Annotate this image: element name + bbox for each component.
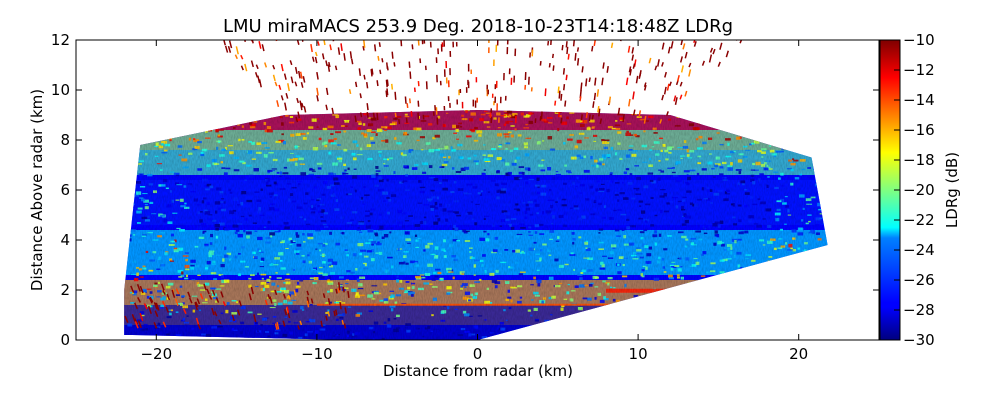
colorbar-tick-label: −12 (903, 61, 935, 79)
y-tick-label: 2 (60, 281, 70, 299)
y-tick-label: 10 (51, 81, 70, 99)
y-tick-label: 0 (60, 331, 70, 349)
colorbar-tick-label: −10 (903, 31, 935, 49)
x-axis: −20 −10 0 10 20 (140, 40, 808, 363)
colorbar-ticks: −30 −28 −26 −24 −22 −20 −18 −16 −14 −12 −10 (894, 31, 935, 349)
colorbar-tick-label: −16 (903, 121, 935, 139)
plot-area (124, 40, 828, 340)
colorbar-tick-label: −22 (903, 211, 935, 229)
x-tick-label: 0 (473, 345, 483, 363)
y-tick-label: 12 (51, 31, 70, 49)
colorbar-label: LDRg (dB) (943, 152, 961, 228)
sparse-echoes (124, 40, 743, 330)
colorbar-tick-label: −18 (903, 151, 935, 169)
colorbar-tick-label: −20 (903, 181, 935, 199)
x-tick-label: −10 (301, 345, 333, 363)
x-tick-label: −20 (140, 345, 172, 363)
y-axis-label: Distance Above radar (km) (28, 89, 46, 291)
y-axis: 0 2 4 6 8 10 12 (51, 31, 879, 349)
x-axis-label: Distance from radar (km) (383, 362, 573, 380)
colorbar-tick-label: −24 (903, 241, 935, 259)
colorbar-tick-label: −28 (903, 301, 935, 319)
y-tick-label: 4 (60, 231, 70, 249)
x-tick-label: 20 (789, 345, 808, 363)
colorbar-tick-label: −26 (903, 271, 935, 289)
chart-title: LMU miraMACS 253.9 Deg. 2018-10-23T14:18… (223, 16, 733, 37)
colorbar-tick-label: −30 (903, 331, 935, 349)
colorbar-tick-label: −14 (903, 91, 935, 109)
x-tick-label: 10 (629, 345, 648, 363)
y-tick-label: 6 (60, 181, 70, 199)
y-tick-label: 8 (60, 131, 70, 149)
